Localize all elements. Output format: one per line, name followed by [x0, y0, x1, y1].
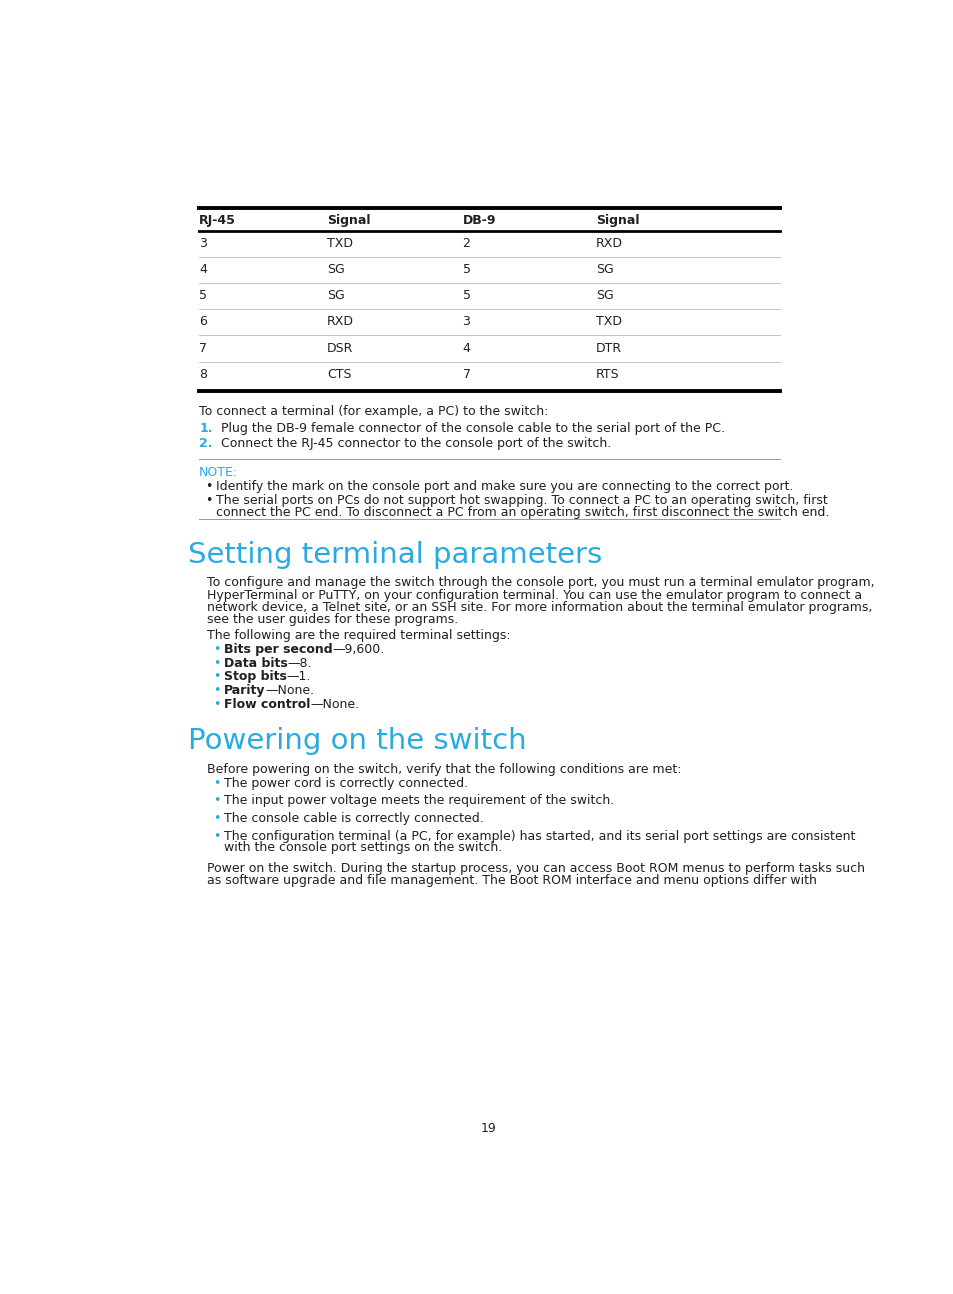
Text: RJ-45: RJ-45 — [199, 214, 235, 226]
Text: RTS: RTS — [596, 367, 618, 380]
Text: —9,600.: —9,600. — [333, 643, 384, 656]
Text: •: • — [213, 699, 220, 712]
Text: Plug the DB-9 female connector of the console cable to the serial port of the PC: Plug the DB-9 female connector of the co… — [220, 422, 724, 435]
Text: •: • — [213, 813, 220, 826]
Text: Data bits: Data bits — [224, 656, 287, 669]
Text: as software upgrade and file management. The Boot ROM interface and menu options: as software upgrade and file management.… — [207, 875, 816, 888]
Text: •: • — [213, 829, 220, 842]
Text: 6: 6 — [199, 316, 207, 329]
Text: 4: 4 — [199, 263, 207, 276]
Text: The console cable is correctly connected.: The console cable is correctly connected… — [224, 813, 483, 826]
Text: 2.: 2. — [199, 437, 213, 450]
Text: DTR: DTR — [596, 342, 621, 355]
Text: The following are the required terminal settings:: The following are the required terminal … — [207, 629, 510, 642]
Text: NOTE:: NOTE: — [199, 466, 238, 479]
Text: Power on the switch. During the startup process, you can access Boot ROM menus t: Power on the switch. During the startup … — [207, 862, 864, 875]
Text: 19: 19 — [480, 1122, 497, 1135]
Text: •: • — [213, 656, 220, 669]
Text: Stop bits: Stop bits — [224, 670, 287, 683]
Text: 5: 5 — [462, 263, 470, 276]
Text: Parity: Parity — [224, 685, 265, 697]
Text: •: • — [213, 795, 220, 807]
Text: RXD: RXD — [327, 316, 354, 329]
Text: —None.: —None. — [265, 685, 314, 697]
Text: Signal: Signal — [327, 214, 370, 226]
Text: Flow control: Flow control — [224, 699, 310, 712]
Text: •: • — [205, 494, 213, 507]
Text: 3: 3 — [462, 316, 470, 329]
Text: To connect a terminal (for example, a PC) to the switch:: To connect a terminal (for example, a PC… — [199, 405, 548, 418]
Text: Connect the RJ-45 connector to the console port of the switch.: Connect the RJ-45 connector to the conso… — [220, 437, 610, 450]
Text: Powering on the switch: Powering on the switch — [188, 727, 526, 756]
Text: HyperTerminal or PuTTY, on your configuration terminal. You can use the emulator: HyperTerminal or PuTTY, on your configur… — [207, 589, 862, 602]
Text: connect the PC end. To disconnect a PC from an operating switch, first disconnec: connect the PC end. To disconnect a PC f… — [216, 506, 828, 519]
Text: Signal: Signal — [596, 214, 639, 226]
Text: 8: 8 — [199, 367, 207, 380]
Text: RXD: RXD — [596, 237, 622, 250]
Text: 5: 5 — [199, 290, 207, 303]
Text: 3: 3 — [199, 237, 207, 250]
Text: SG: SG — [596, 263, 613, 276]
Text: DSR: DSR — [327, 342, 353, 355]
Text: Before powering on the switch, verify that the following conditions are met:: Before powering on the switch, verify th… — [207, 762, 680, 776]
Text: The input power voltage meets the requirement of the switch.: The input power voltage meets the requir… — [224, 795, 614, 807]
Text: 7: 7 — [199, 342, 207, 355]
Text: with the console port settings on the switch.: with the console port settings on the sw… — [224, 841, 501, 854]
Text: •: • — [213, 685, 220, 697]
Text: SG: SG — [596, 290, 613, 303]
Text: 1.: 1. — [199, 422, 213, 435]
Text: SG: SG — [327, 263, 344, 276]
Text: The serial ports on PCs do not support hot swapping. To connect a PC to an opera: The serial ports on PCs do not support h… — [216, 494, 827, 507]
Text: network device, a Telnet site, or an SSH site. For more information about the te: network device, a Telnet site, or an SSH… — [207, 602, 871, 615]
Text: 4: 4 — [462, 342, 470, 355]
Text: —1.: —1. — [287, 670, 311, 683]
Text: To configure and manage the switch through the console port, you must run a term: To configure and manage the switch throu… — [207, 576, 874, 590]
Text: •: • — [213, 776, 220, 789]
Text: Identify the mark on the console port and make sure you are connecting to the co: Identify the mark on the console port an… — [216, 480, 793, 493]
Text: The configuration terminal (a PC, for example) has started, and its serial port : The configuration terminal (a PC, for ex… — [224, 829, 854, 842]
Text: 5: 5 — [462, 290, 470, 303]
Text: —None.: —None. — [310, 699, 359, 712]
Text: see the user guides for these programs.: see the user guides for these programs. — [207, 613, 457, 626]
Text: •: • — [213, 643, 220, 656]
Text: SG: SG — [327, 290, 344, 303]
Text: 7: 7 — [462, 367, 470, 380]
Text: —8.: —8. — [287, 656, 312, 669]
Text: CTS: CTS — [327, 367, 351, 380]
Text: TXD: TXD — [327, 237, 353, 250]
Text: TXD: TXD — [596, 316, 621, 329]
Text: •: • — [213, 670, 220, 683]
Text: Bits per second: Bits per second — [224, 643, 333, 656]
Text: •: • — [205, 480, 213, 493]
Text: Setting terminal parameters: Setting terminal parameters — [188, 541, 602, 569]
Text: DB-9: DB-9 — [462, 214, 496, 226]
Text: 2: 2 — [462, 237, 470, 250]
Text: The power cord is correctly connected.: The power cord is correctly connected. — [224, 776, 468, 789]
